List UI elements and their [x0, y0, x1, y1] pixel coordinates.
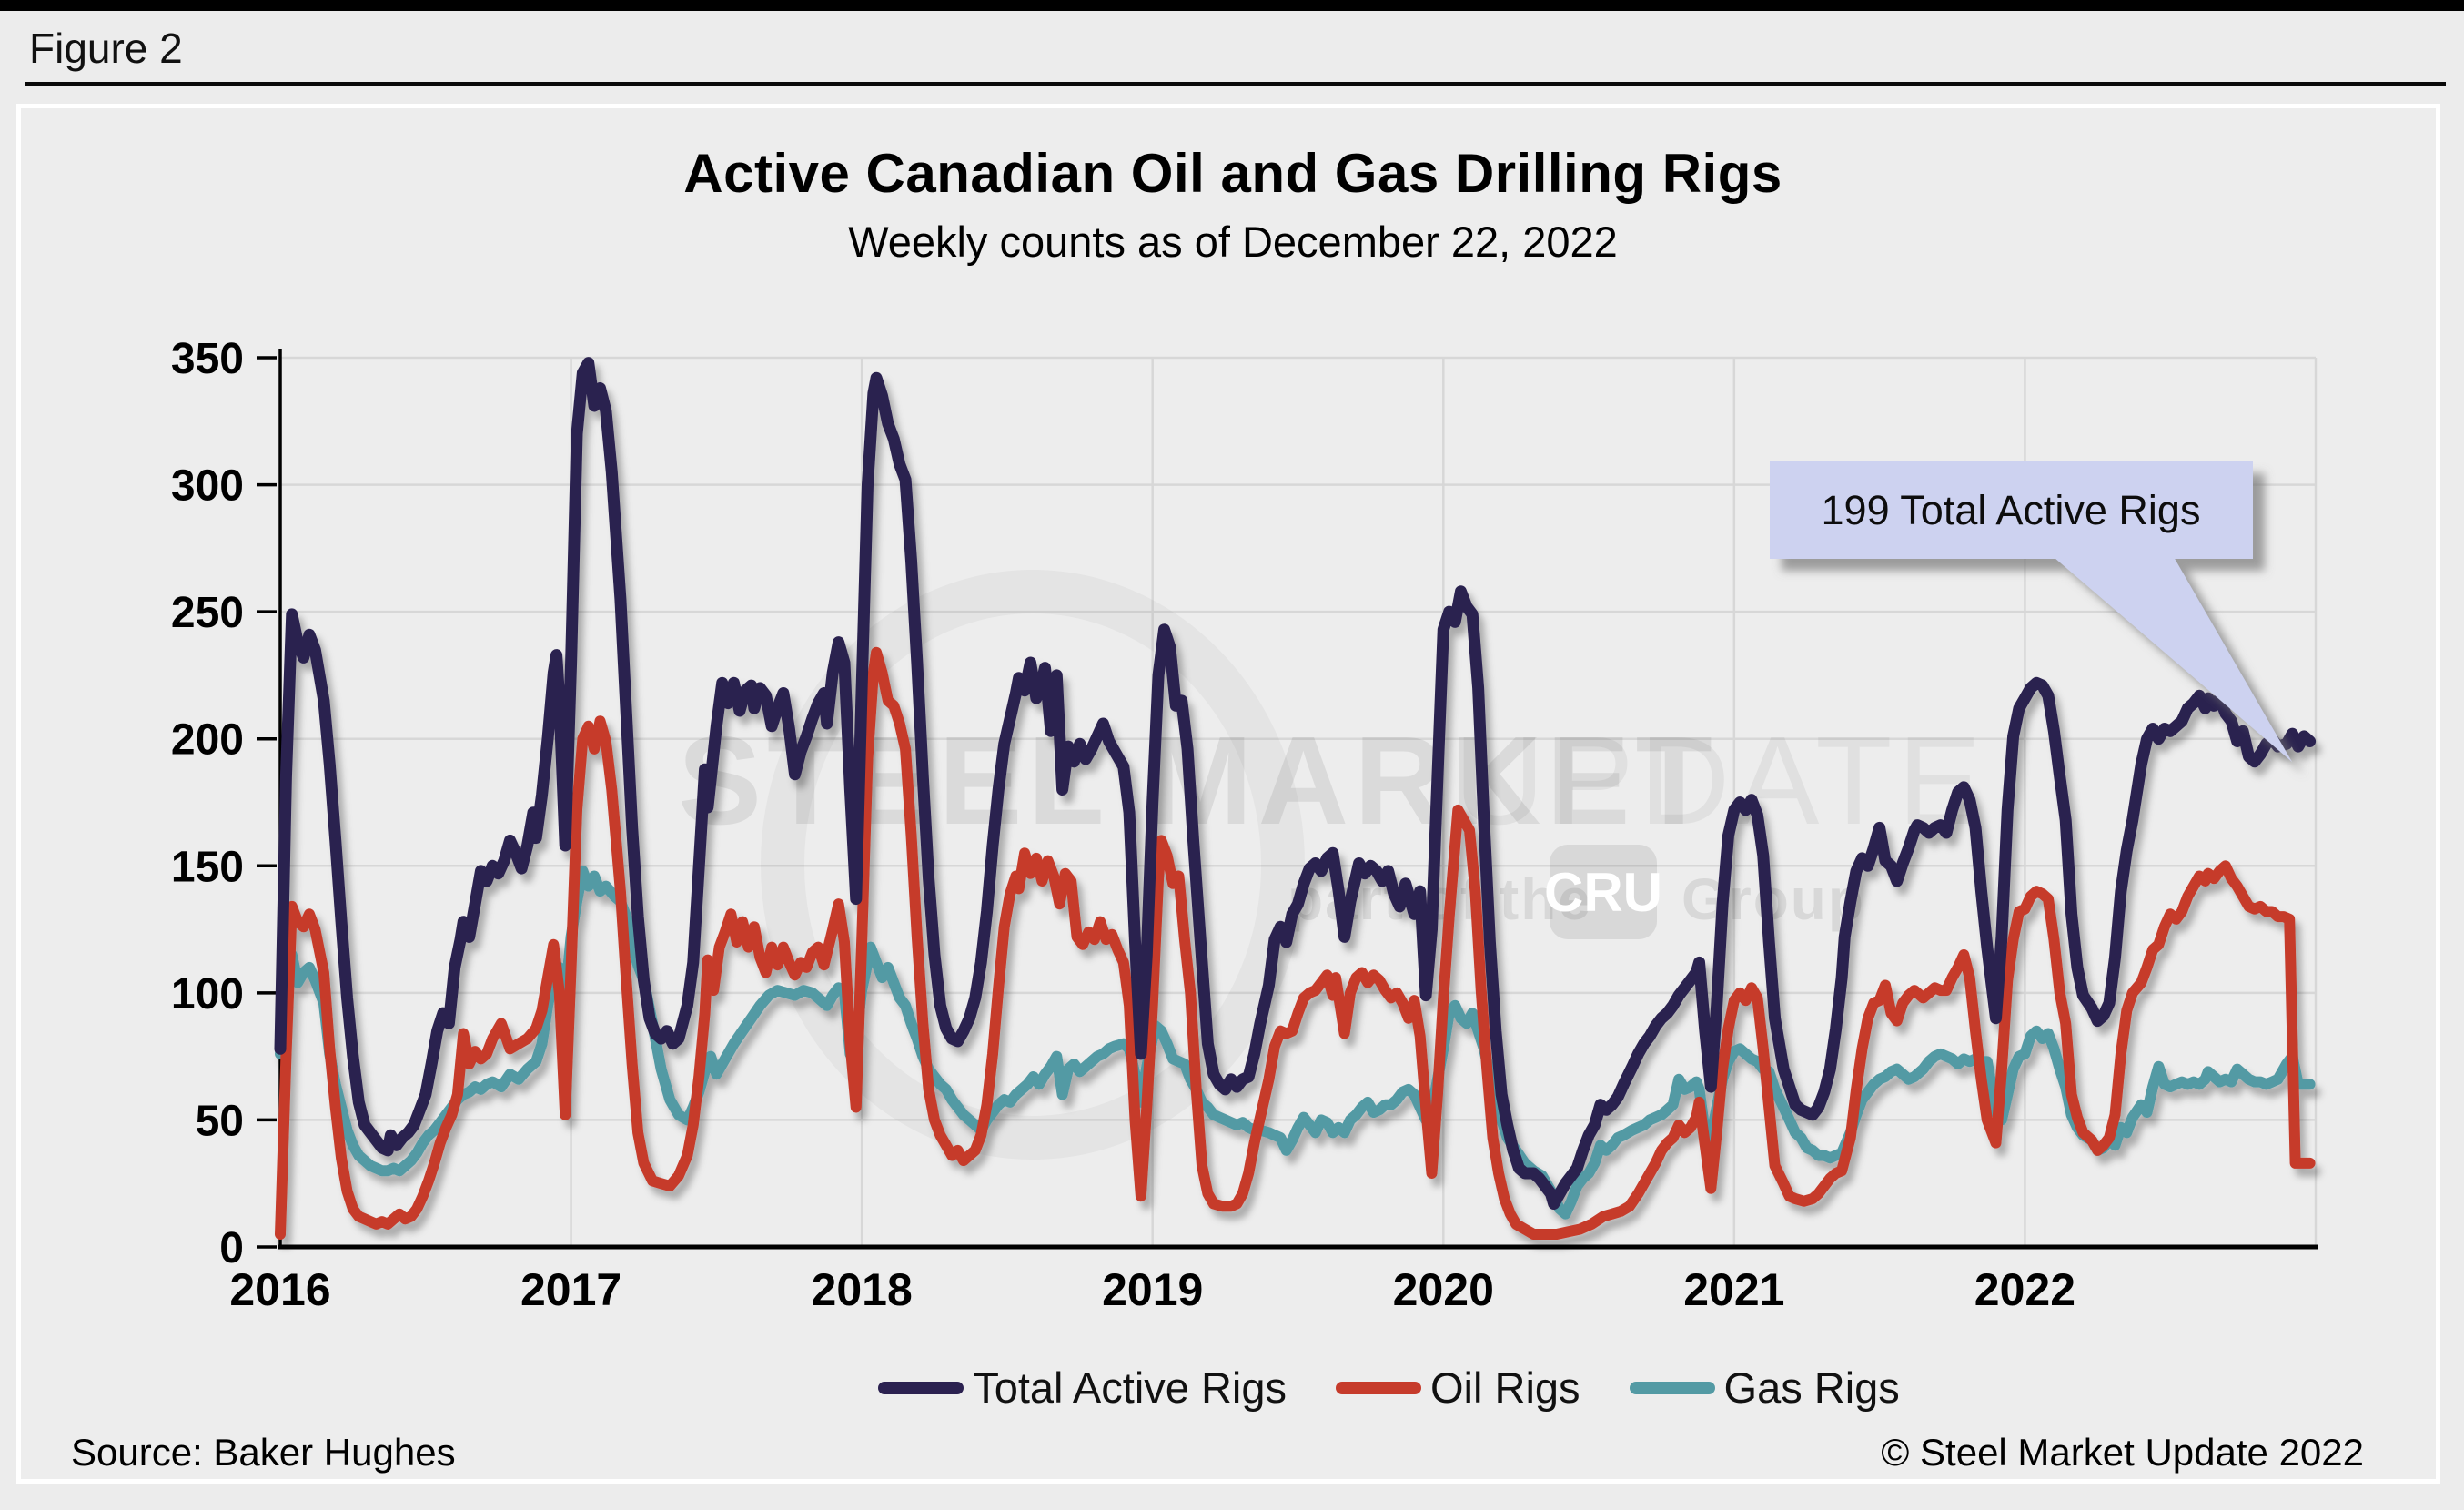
y-tick-label: 250	[171, 589, 244, 637]
legend-item-gas-rigs: Gas Rigs	[1629, 1363, 1900, 1413]
y-tick-label: 150	[171, 843, 244, 891]
y-tick-label: 0	[219, 1224, 244, 1272]
chart-box	[16, 104, 2440, 1484]
legend-item-oil-rigs: Oil Rigs	[1336, 1363, 1580, 1413]
watermark-update-text: UPDATE	[1454, 711, 1987, 851]
chart-subtitle: Weekly counts as of December 22, 2022	[848, 218, 1618, 266]
callout-annotation: 199 Total Active Rigs	[1770, 461, 2292, 762]
legend-item-total-active-rigs: Total Active Rigs	[878, 1363, 1287, 1413]
series-lines	[274, 357, 2317, 1240]
window-top-bar	[0, 0, 2464, 11]
x-tick-label: 2017	[520, 1264, 621, 1315]
series-line-oil-rigs	[275, 646, 2316, 1240]
legend-swatch-gas-icon	[1629, 1381, 1715, 1394]
x-tick-label: 2022	[1974, 1264, 2075, 1315]
watermark-cru-text: CRU	[1544, 862, 1662, 923]
header-rule	[25, 82, 2446, 86]
watermark-logo-circle	[761, 570, 1305, 1160]
callout-box	[1770, 461, 2253, 559]
callout-text: 199 Total Active Rigs	[1822, 487, 2201, 533]
figure-label: Figure 2	[29, 25, 183, 72]
x-tick-label: 2021	[1683, 1264, 1784, 1315]
legend-label-total: Total Active Rigs	[973, 1363, 1287, 1412]
y-tick-label: 50	[196, 1097, 244, 1145]
callout-pointer	[2054, 557, 2292, 762]
legend-label-oil: Oil Rigs	[1430, 1363, 1580, 1412]
x-tick-label: 2020	[1393, 1264, 1494, 1315]
y-tick-label: 300	[171, 462, 244, 511]
source-note: Source: Baker Hughes	[71, 1431, 456, 1474]
y-tick-label: 200	[171, 716, 244, 765]
y-tick-label: 350	[171, 335, 244, 383]
y-tick-label: 100	[171, 970, 244, 1018]
x-tick-label: 2016	[229, 1264, 330, 1315]
legend: Total Active Rigs Oil Rigs Gas Rigs	[371, 1363, 2407, 1413]
chart-title: Active Canadian Oil and Gas Drilling Rig…	[683, 143, 1782, 204]
copyright-note: © Steel Market Update 2022	[1881, 1431, 2364, 1474]
x-tick-label: 2018	[812, 1264, 913, 1315]
legend-swatch-oil-icon	[1336, 1381, 1421, 1394]
watermark-cru-box	[1550, 845, 1657, 939]
series-line-total-active-rigs	[274, 357, 2317, 1210]
legend-swatch-total-icon	[878, 1381, 964, 1394]
legend-label-gas: Gas Rigs	[1723, 1363, 1900, 1412]
x-tick-label: 2019	[1102, 1264, 1203, 1315]
